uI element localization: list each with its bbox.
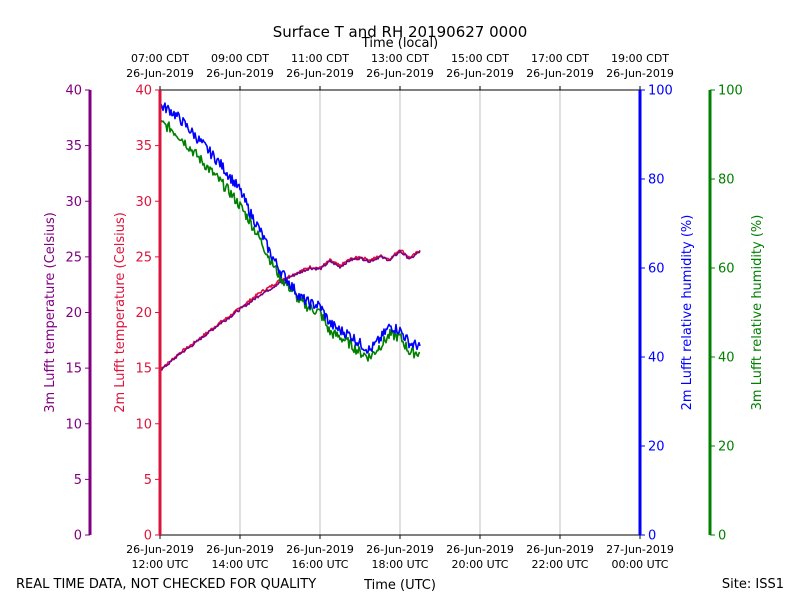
x-tick-label-utc-date: 26-Jun-2019 xyxy=(126,543,194,556)
y-axis-label-rh3: 3m Lufft relative humidity (%) xyxy=(750,215,765,411)
series-line-t2 xyxy=(159,249,421,370)
x-tick-label-utc-date: 26-Jun-2019 xyxy=(446,543,514,556)
x-tick-label-utc-time: 22:00 UTC xyxy=(531,558,588,571)
y-tick-label-rh2: 60 xyxy=(648,262,665,277)
x-tick-label-utc-date: 27-Jun-2019 xyxy=(606,543,674,556)
x-tick-label-utc-date: 26-Jun-2019 xyxy=(286,543,354,556)
x-tick-label-local-time: 11:00 CDT xyxy=(291,52,349,65)
y-tick-label-t3: 15 xyxy=(65,362,82,377)
series-line-rh2 xyxy=(159,102,421,354)
x-tick-label-local-date: 26-Jun-2019 xyxy=(126,67,194,80)
y-tick-label-t3: 40 xyxy=(65,84,82,99)
x-tick-label-local-date: 26-Jun-2019 xyxy=(606,67,674,80)
y-tick-label-t3: 0 xyxy=(74,529,82,544)
y-tick-label-t3: 5 xyxy=(74,473,82,488)
x-tick-label-local-date: 26-Jun-2019 xyxy=(446,67,514,80)
y-tick-label-t3: 35 xyxy=(65,139,82,154)
y-tick-label-t2: 40 xyxy=(135,84,152,99)
x-tick-label-utc-time: 16:00 UTC xyxy=(291,558,348,571)
y-tick-label-t2: 25 xyxy=(135,250,152,265)
y-tick-label-rh2: 0 xyxy=(648,529,656,544)
x-tick-label-utc-date: 26-Jun-2019 xyxy=(526,543,594,556)
y-tick-label-rh3: 20 xyxy=(718,440,735,455)
y-tick-label-t3: 30 xyxy=(65,195,82,210)
y-tick-label-rh3: 0 xyxy=(718,529,726,544)
y-axis-label-t2: 2m Lufft temperature (Celsius) xyxy=(113,212,128,413)
y-tick-label-t2: 20 xyxy=(135,306,152,321)
x-tick-label-utc-time: 20:00 UTC xyxy=(451,558,508,571)
x-tick-label-local-date: 26-Jun-2019 xyxy=(286,67,354,80)
grid-layer xyxy=(239,90,561,535)
x-top-axis-label: Time (local) xyxy=(361,36,438,51)
y-tick-label-t2: 30 xyxy=(135,195,152,210)
series-layer xyxy=(159,102,421,372)
y-tick-label-rh2: 100 xyxy=(648,84,673,99)
x-tick-label-utc-time: 14:00 UTC xyxy=(211,558,268,571)
y-tick-label-t2: 5 xyxy=(144,473,152,488)
quality-disclaimer: REAL TIME DATA, NOT CHECKED FOR QUALITY xyxy=(16,577,316,592)
y-axis-label-t3: 3m Lufft temperature (Celsius) xyxy=(43,212,58,413)
y-tick-label-t2: 10 xyxy=(135,417,152,432)
x-tick-label-utc-time: 12:00 UTC xyxy=(131,558,188,571)
x-tick-label-local-time: 15:00 CDT xyxy=(451,52,509,65)
y-tick-label-rh3: 40 xyxy=(718,351,735,366)
y-tick-label-rh2: 20 xyxy=(648,440,665,455)
y-tick-label-rh3: 80 xyxy=(718,173,735,188)
y-tick-label-rh2: 80 xyxy=(648,173,665,188)
x-tick-label-local-time: 17:00 CDT xyxy=(531,52,589,65)
y-tick-label-t3: 25 xyxy=(65,250,82,265)
x-tick-label-utc-time: 18:00 UTC xyxy=(371,558,428,571)
x-tick-label-local-time: 07:00 CDT xyxy=(131,52,189,65)
y-tick-label-rh2: 40 xyxy=(648,351,665,366)
y-axis-label-rh2: 2m Lufft relative humidity (%) xyxy=(680,215,695,411)
x-tick-label-utc-time: 00:00 UTC xyxy=(611,558,668,571)
y-tick-label-t3: 20 xyxy=(65,306,82,321)
x-tick-label-utc-date: 26-Jun-2019 xyxy=(206,543,274,556)
y-tick-label-rh3: 60 xyxy=(718,262,735,277)
series-line-t3 xyxy=(159,249,421,372)
x-tick-label-utc-date: 26-Jun-2019 xyxy=(366,543,434,556)
x-tick-label-local-date: 26-Jun-2019 xyxy=(366,67,434,80)
x-bottom-axis-label: Time (UTC) xyxy=(363,578,436,593)
chart-title: Surface T and RH 20190627 0000 xyxy=(273,23,528,41)
series-line-rh3 xyxy=(159,119,421,362)
x-tick-label-local-time: 19:00 CDT xyxy=(611,52,669,65)
y-tick-label-rh3: 100 xyxy=(718,84,743,99)
y-tick-label-t3: 10 xyxy=(65,417,82,432)
y-tick-label-t2: 0 xyxy=(144,529,152,544)
y-tick-label-t2: 15 xyxy=(135,362,152,377)
axes-layer: 0 5 10 15 20 25 30 35 40 3m Lufft temperature (Ce… xyxy=(43,84,765,544)
x-tick-label-local-time: 13:00 CDT xyxy=(371,52,429,65)
site-label: Site: ISS1 xyxy=(722,577,784,592)
x-tick-label-local-date: 26-Jun-2019 xyxy=(526,67,594,80)
x-tick-label-local-time: 09:00 CDT xyxy=(211,52,269,65)
y-tick-label-t2: 35 xyxy=(135,139,152,154)
x-tick-label-local-date: 26-Jun-2019 xyxy=(206,67,274,80)
x-tick-layer: 26-Jun-2019 12:00 UTC 07:00 CDT 26-Jun-2019… xyxy=(126,52,674,571)
